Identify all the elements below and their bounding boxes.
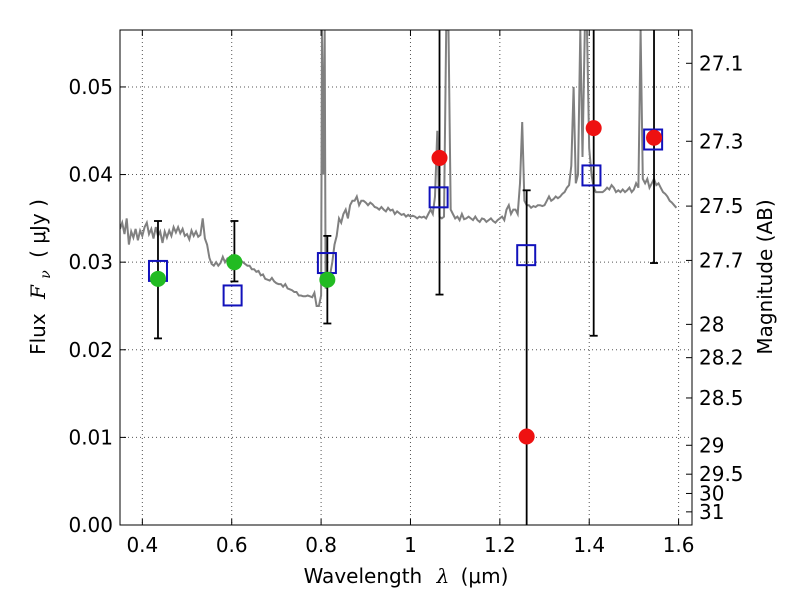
x-tick-label: 0.4 bbox=[126, 533, 158, 557]
y-tick-label: 0.01 bbox=[68, 425, 113, 449]
right-tick-label: 27.1 bbox=[699, 51, 744, 75]
observed-point-red bbox=[431, 149, 448, 166]
observed-flux-points bbox=[149, 120, 663, 445]
right-tick-label: 27.7 bbox=[699, 248, 744, 272]
grid-lines bbox=[120, 30, 692, 525]
right-tick-label: 28.5 bbox=[699, 386, 744, 410]
y-tick-label: 0.02 bbox=[68, 338, 113, 362]
y-tick-label: 0.03 bbox=[68, 250, 113, 274]
model-flux-box bbox=[222, 284, 243, 307]
y-tick-label: 0.04 bbox=[68, 163, 113, 187]
y-axis-ticks: 0.00 0.01 0.02 0.03 0.04 0.05 bbox=[68, 75, 126, 537]
model-flux-box bbox=[581, 164, 602, 187]
right-tick-label: 27.5 bbox=[699, 194, 744, 218]
x-tick-label: 1.2 bbox=[484, 533, 516, 557]
y-tick-label: 0.00 bbox=[68, 513, 113, 537]
y-axis-label: Flux F ν ( μJy ) bbox=[26, 199, 55, 355]
observed-point-red bbox=[585, 120, 602, 137]
right-tick-label: 27.3 bbox=[699, 129, 744, 153]
plot-area bbox=[120, 30, 678, 525]
right-tick-label: 28 bbox=[699, 312, 724, 336]
observed-point-red bbox=[518, 428, 535, 445]
x-tick-label: 1.6 bbox=[663, 533, 695, 557]
x-tick-label: 0.6 bbox=[216, 533, 248, 557]
right-tick-label: 28.2 bbox=[699, 346, 744, 370]
observed-point-green bbox=[149, 270, 166, 287]
observed-point-red bbox=[646, 129, 663, 146]
right-tick-label: 29 bbox=[699, 433, 724, 457]
x-tick-label: 1.4 bbox=[573, 533, 605, 557]
x-axis-ticks: 0.4 0.6 0.8 1 1.2 1.4 1.6 bbox=[126, 30, 695, 557]
observed-point-green bbox=[319, 271, 336, 288]
right-axis-label: Magnitude (AB) bbox=[753, 199, 777, 354]
model-flux-box bbox=[516, 244, 537, 267]
x-tick-label: 0.8 bbox=[305, 533, 337, 557]
right-tick-label: 31 bbox=[699, 500, 724, 524]
x-axis-label: Wavelength λ (μm) bbox=[304, 564, 509, 588]
model-flux-box bbox=[643, 128, 664, 151]
observed-point-green bbox=[226, 254, 243, 271]
x-tick-label: 1 bbox=[404, 533, 417, 557]
right-tick-label: 30 bbox=[699, 481, 724, 505]
model-spectrum-line bbox=[120, 30, 678, 307]
y-tick-label: 0.05 bbox=[68, 75, 113, 99]
right-tick-label: 29.5 bbox=[699, 462, 744, 486]
plot-frame bbox=[119, 29, 693, 526]
model-flux-box bbox=[428, 186, 449, 209]
